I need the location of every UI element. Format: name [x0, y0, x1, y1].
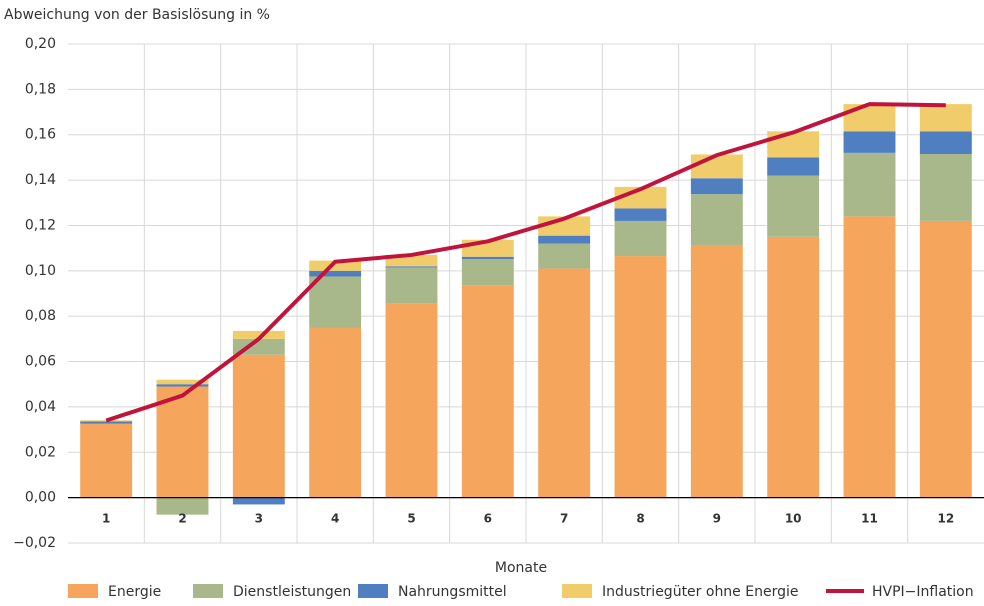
y-tick-label: −0,02	[13, 535, 56, 551]
bar-segment	[767, 175, 820, 237]
bar-segment	[156, 497, 209, 515]
bar-segment	[385, 267, 438, 304]
y-tick-label: 0,08	[25, 308, 56, 324]
x-tick-label: 2	[178, 512, 186, 526]
bar-segment	[919, 220, 972, 498]
bar-segment	[309, 276, 362, 328]
bar-segment	[767, 131, 820, 158]
legend-label: HVPI−Inflation	[872, 584, 974, 600]
bar-segment	[614, 208, 667, 221]
bar-segment	[309, 327, 362, 498]
legend-label: Nahrungsmittel	[398, 584, 507, 600]
x-tick-label: 9	[713, 512, 721, 526]
y-tick-label: 0,04	[25, 399, 56, 415]
bar-segment	[80, 423, 133, 498]
y-tick-label: 0,10	[25, 263, 56, 279]
bar-segment	[843, 216, 896, 498]
bar-segment	[767, 157, 820, 176]
bar-segment	[843, 104, 896, 132]
legend-swatch	[358, 584, 388, 598]
bar-segment	[614, 256, 667, 498]
bar-segment	[80, 421, 133, 424]
x-tick-label: 7	[560, 512, 568, 526]
y-axis-title: Abweichung von der Basislösung in %	[4, 7, 270, 23]
line-series	[105, 102, 946, 423]
x-axis-title: Monate	[495, 560, 547, 576]
bar-segment	[80, 420, 133, 422]
y-tick-label: 0,02	[25, 444, 56, 460]
bar-segment	[232, 497, 285, 505]
bar-segment	[843, 131, 896, 153]
x-tick-label: 10	[785, 512, 802, 526]
bar-segment	[309, 260, 362, 271]
legend-label: Dienstleistungen	[233, 584, 351, 600]
bar-segment	[690, 178, 743, 195]
x-tick-label: 5	[407, 512, 415, 526]
y-tick-label: 0,12	[25, 217, 56, 233]
bar-segment	[919, 131, 972, 155]
x-tick-label: 8	[636, 512, 644, 526]
y-tick-label: 0,16	[25, 127, 56, 143]
bar-segment	[232, 354, 285, 498]
bar-segment	[843, 152, 896, 217]
bar-segment	[461, 285, 514, 498]
bar-segment	[614, 220, 667, 257]
bar-segment	[538, 243, 591, 269]
legend-swatch	[562, 584, 592, 598]
bar-segment	[156, 379, 209, 385]
bar-segment	[385, 254, 438, 267]
y-tick-label: 0,00	[25, 490, 56, 506]
legend-swatch	[68, 584, 98, 598]
y-tick-label: 0,06	[25, 354, 56, 370]
x-tick-label: 1	[102, 512, 110, 526]
bar-segment	[232, 330, 285, 339]
x-tick-label: 11	[861, 512, 878, 526]
bar-segment	[767, 236, 820, 498]
bar-segment	[461, 256, 514, 260]
x-tick-label: 12	[937, 512, 954, 526]
y-tick-label: 0,18	[25, 81, 56, 97]
bar-segment	[690, 154, 743, 179]
bar-segment	[690, 194, 743, 246]
bar-segment	[385, 303, 438, 498]
bar-segment	[690, 245, 743, 498]
legend-label: Energie	[108, 584, 161, 600]
legend-swatch	[193, 584, 223, 598]
bar-segment	[385, 266, 438, 268]
y-tick-label: 0,20	[25, 36, 56, 52]
bar-segment	[919, 154, 972, 221]
bar-segment	[461, 259, 514, 286]
x-tick-label: 6	[484, 512, 492, 526]
bar-segment	[156, 386, 209, 498]
bar-segment	[309, 270, 362, 277]
y-tick-label: 0,14	[25, 172, 56, 188]
legend-label: Industriegüter ohne Energie	[602, 584, 798, 600]
x-tick-label: 3	[255, 512, 263, 526]
bar-segment	[156, 384, 209, 387]
bar-segment	[919, 104, 972, 132]
x-tick-label: 4	[331, 512, 339, 526]
bar-segment	[538, 235, 591, 244]
bar-segment	[538, 268, 591, 498]
